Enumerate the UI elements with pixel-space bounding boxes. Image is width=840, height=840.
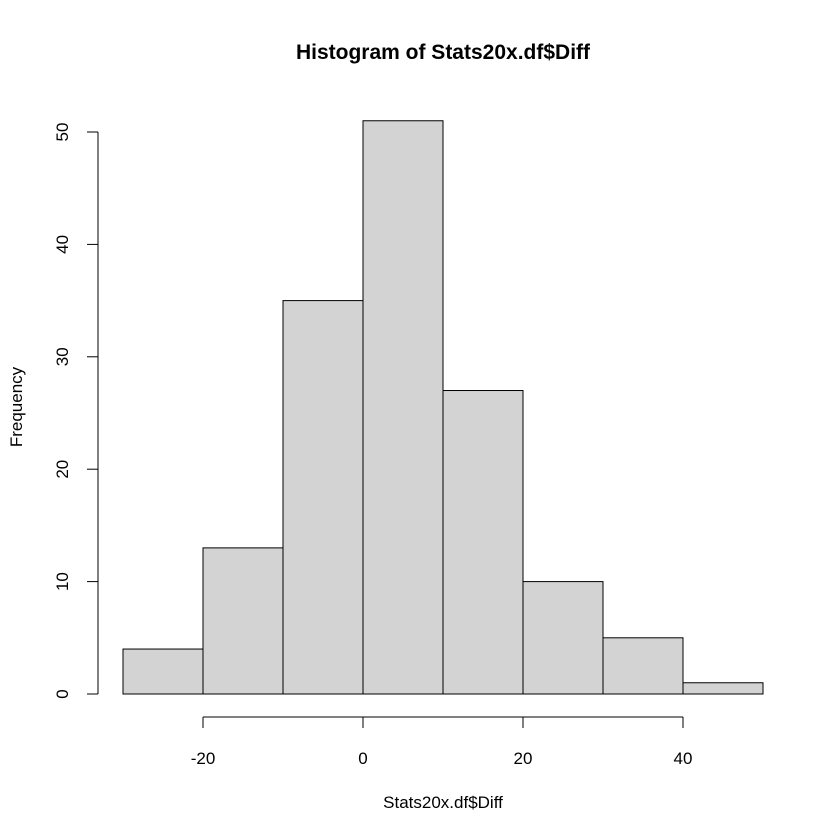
histogram-bar — [602, 637, 684, 695]
chart-title: Histogram of Stats20x.df$Diff — [296, 41, 591, 64]
y-tick-label: 50 — [53, 123, 72, 142]
x-axis-label: Stats20x.df$Diff — [383, 793, 503, 812]
x-tick-label: -20 — [191, 749, 216, 768]
y-axis-label: Frequency — [7, 366, 26, 447]
histogram-bar — [522, 581, 604, 695]
x-tick-label: 20 — [514, 749, 533, 768]
histogram-bar — [202, 547, 284, 695]
histogram-bar — [122, 648, 204, 695]
y-tick-label: 40 — [53, 235, 72, 254]
x-tick-label: 0 — [358, 749, 367, 768]
y-tick-label: 20 — [53, 460, 72, 479]
y-tick-label: 0 — [53, 689, 72, 698]
histogram-bar — [442, 390, 524, 695]
bars-group — [122, 120, 764, 695]
y-tick-label: 10 — [53, 572, 72, 591]
y-axis: 0 10 20 30 40 50 — [53, 123, 99, 699]
histogram-bar — [282, 300, 364, 695]
histogram-bar — [682, 682, 764, 695]
x-tick-label: 40 — [674, 749, 693, 768]
histogram-bar — [362, 120, 444, 695]
x-axis: -20 0 20 40 — [191, 716, 693, 768]
y-tick-label: 30 — [53, 347, 72, 366]
